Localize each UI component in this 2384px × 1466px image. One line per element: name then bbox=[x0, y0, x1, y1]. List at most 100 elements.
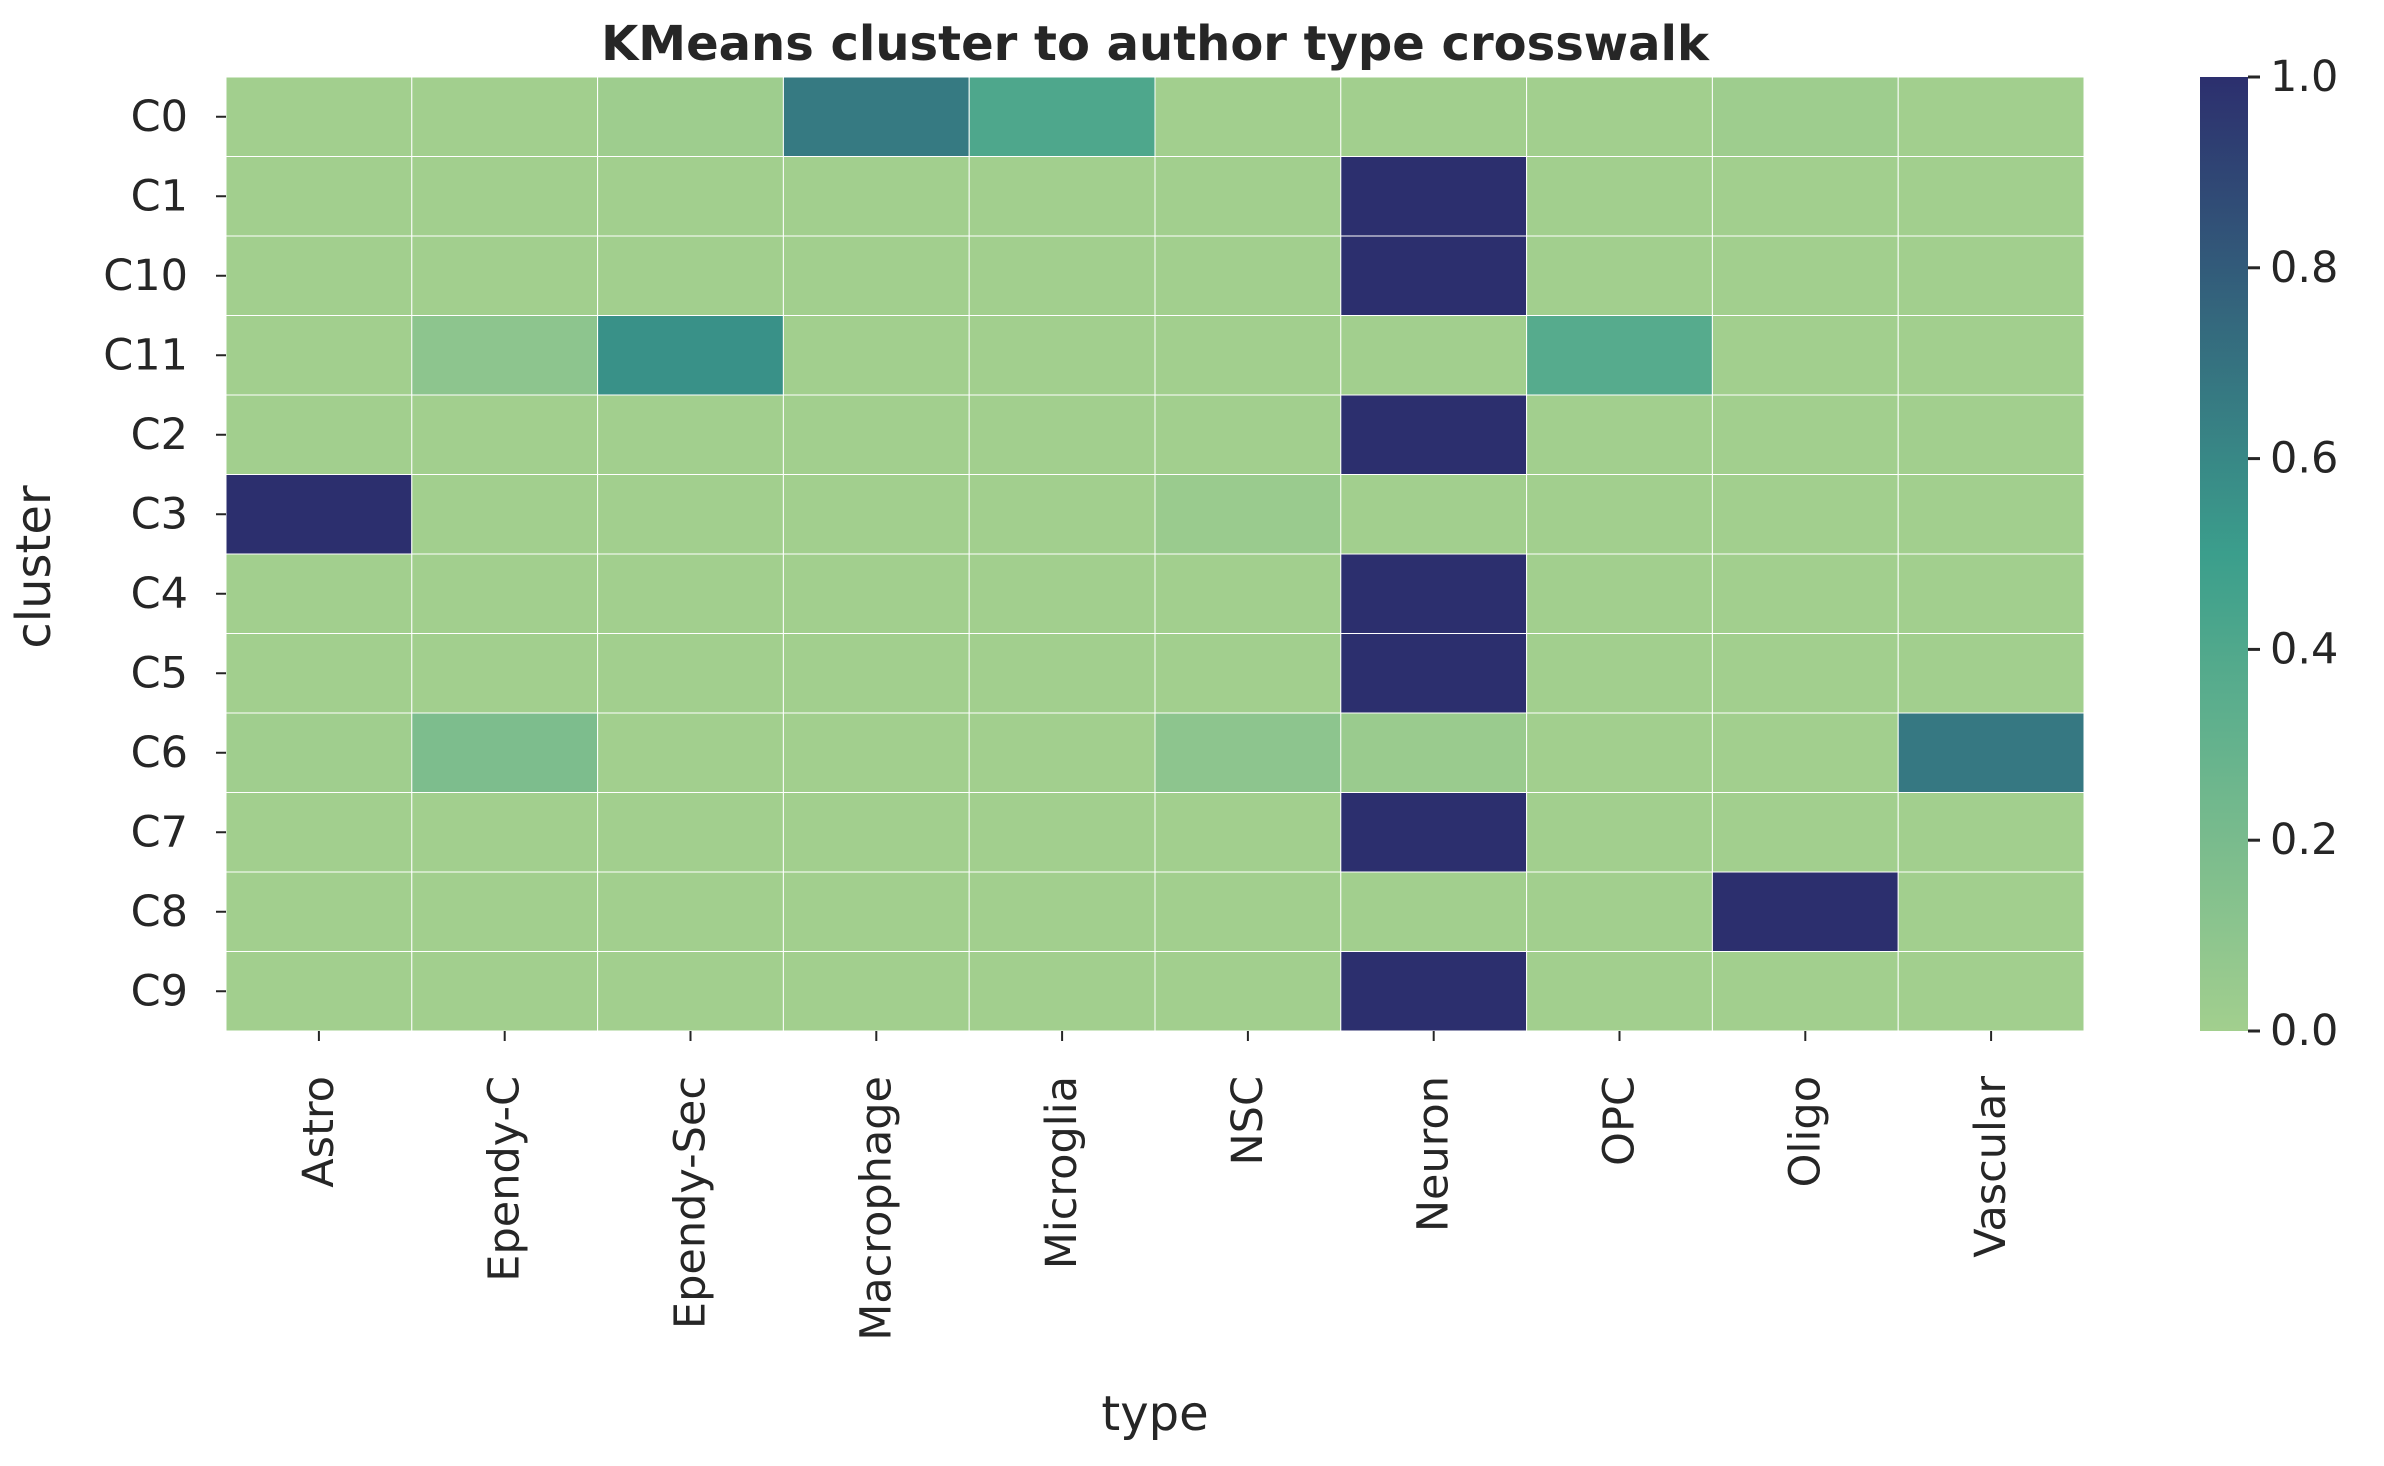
heatmap-cell bbox=[968, 633, 1156, 714]
heatmap-cell bbox=[968, 315, 1156, 396]
heatmap-cell bbox=[411, 951, 599, 1032]
heatmap-cell bbox=[1711, 553, 1899, 634]
heatmap-cell bbox=[968, 712, 1156, 793]
colorbar-bar bbox=[2200, 77, 2248, 1031]
heatmap-cell bbox=[1711, 76, 1899, 157]
heatmap-cell bbox=[411, 315, 599, 396]
heatmap-cell bbox=[1897, 871, 2085, 952]
heatmap-cell bbox=[1340, 871, 1528, 952]
heatmap-cell bbox=[1340, 553, 1528, 634]
heatmap-cell bbox=[968, 394, 1156, 475]
heatmap-cell bbox=[411, 474, 599, 555]
heatmap-cell bbox=[1340, 951, 1528, 1032]
heatmap-cell bbox=[1711, 633, 1899, 714]
heatmap-cell bbox=[1897, 951, 2085, 1032]
chart-title: KMeans cluster to author type crosswalk bbox=[601, 16, 1710, 72]
heatmap-cell bbox=[1340, 76, 1528, 157]
heatmap-cell bbox=[597, 951, 784, 1032]
heatmap-cell bbox=[1526, 474, 1713, 555]
heatmap-cell bbox=[1154, 951, 1342, 1032]
heatmap-cell bbox=[597, 235, 784, 316]
heatmap-cell bbox=[1897, 76, 2085, 157]
heatmap-cell bbox=[411, 394, 599, 475]
heatmap-cell bbox=[1340, 315, 1528, 396]
x-axis-label: type bbox=[1101, 1386, 1208, 1442]
heatmap-cell bbox=[411, 712, 599, 793]
heatmap-cell bbox=[968, 474, 1156, 555]
heatmap-cell bbox=[411, 235, 599, 316]
heatmap-cell bbox=[1154, 633, 1342, 714]
heatmap-cell bbox=[1711, 315, 1899, 396]
heatmap-cell bbox=[782, 156, 970, 237]
heatmap-cell bbox=[597, 394, 784, 475]
heatmap-cell bbox=[1526, 712, 1713, 793]
heatmap-cell bbox=[968, 871, 1156, 952]
colorbar-tick-label: 1.0 bbox=[2270, 52, 2338, 102]
heatmap-cell bbox=[1711, 871, 1899, 952]
heatmap-cell bbox=[1897, 553, 2085, 634]
x-tick-label: OPC bbox=[1595, 1076, 1645, 1166]
x-tick-label: Vascular bbox=[1966, 1076, 2016, 1258]
heatmap-cell bbox=[1154, 553, 1342, 634]
heatmap-cell bbox=[225, 474, 413, 555]
heatmap-cell bbox=[411, 871, 599, 952]
y-tick-label: C11 bbox=[103, 330, 188, 380]
heatmap-cell bbox=[782, 474, 970, 555]
heatmap-cell bbox=[1154, 474, 1342, 555]
colorbar-tick-label: 0.8 bbox=[2270, 243, 2338, 293]
x-tick-label: Oligo bbox=[1780, 1076, 1830, 1187]
heatmap-cell bbox=[1711, 156, 1899, 237]
heatmap-cell bbox=[1897, 474, 2085, 555]
heatmap-cell bbox=[1897, 315, 2085, 396]
heatmap-cell bbox=[597, 474, 784, 555]
heatmap-cell bbox=[1154, 76, 1342, 157]
heatmap-cell bbox=[1711, 235, 1899, 316]
heatmap-cell bbox=[1526, 553, 1713, 634]
heatmap-cell bbox=[597, 76, 784, 157]
x-tick-label: Macrophage bbox=[851, 1076, 901, 1341]
x-tick-label: NSC bbox=[1223, 1076, 1273, 1166]
heatmap-cell bbox=[411, 156, 599, 237]
heatmap-cell bbox=[1154, 394, 1342, 475]
heatmap-cell bbox=[1526, 235, 1713, 316]
heatmap-cell bbox=[1897, 235, 2085, 316]
heatmap-cell bbox=[597, 315, 784, 396]
y-axis-label: cluster bbox=[6, 485, 62, 649]
y-tick-label: C9 bbox=[131, 966, 188, 1016]
colorbar-tick-label: 0.4 bbox=[2270, 624, 2338, 674]
heatmap-cell bbox=[782, 712, 970, 793]
x-tick-label: Neuron bbox=[1409, 1076, 1459, 1232]
heatmap-cell bbox=[411, 633, 599, 714]
heatmap-cell bbox=[597, 633, 784, 714]
heatmap-cell bbox=[225, 951, 413, 1032]
heatmap-cell bbox=[225, 394, 413, 475]
x-tick-label: Ependy-C bbox=[480, 1076, 530, 1282]
heatmap-cell bbox=[1154, 871, 1342, 952]
x-tick-label: Microglia bbox=[1037, 1076, 1087, 1269]
heatmap-cell bbox=[1526, 156, 1713, 237]
heatmap-cell bbox=[225, 235, 413, 316]
heatmap-cell bbox=[1897, 156, 2085, 237]
heatmap-cell bbox=[968, 553, 1156, 634]
heatmap-cell bbox=[1154, 315, 1342, 396]
heatmap-cell bbox=[1526, 951, 1713, 1032]
heatmap-cell bbox=[1711, 951, 1899, 1032]
heatmap-cell bbox=[1526, 792, 1713, 873]
y-axis-ticks: C0 C1 C10 C11 C2 C3 C4 C5 C6 C7 C8 C9 bbox=[103, 92, 226, 1016]
y-tick-label: C0 bbox=[131, 92, 188, 142]
y-tick-label: C7 bbox=[131, 807, 188, 857]
y-tick-label: C10 bbox=[103, 251, 188, 301]
heatmap-cell bbox=[597, 712, 784, 793]
y-tick-label: C3 bbox=[131, 489, 188, 539]
heatmap-cell bbox=[1526, 394, 1713, 475]
heatmap-cell bbox=[597, 792, 784, 873]
heatmap-cell bbox=[1711, 394, 1899, 475]
colorbar-tick-label: 0.0 bbox=[2270, 1006, 2338, 1056]
heatmap-cell bbox=[1340, 394, 1528, 475]
y-tick-label: C5 bbox=[131, 648, 188, 698]
heatmap-cell bbox=[411, 76, 599, 157]
heatmap-cell bbox=[968, 951, 1156, 1032]
heatmap-cell bbox=[1340, 633, 1528, 714]
heatmap-cell bbox=[1154, 792, 1342, 873]
